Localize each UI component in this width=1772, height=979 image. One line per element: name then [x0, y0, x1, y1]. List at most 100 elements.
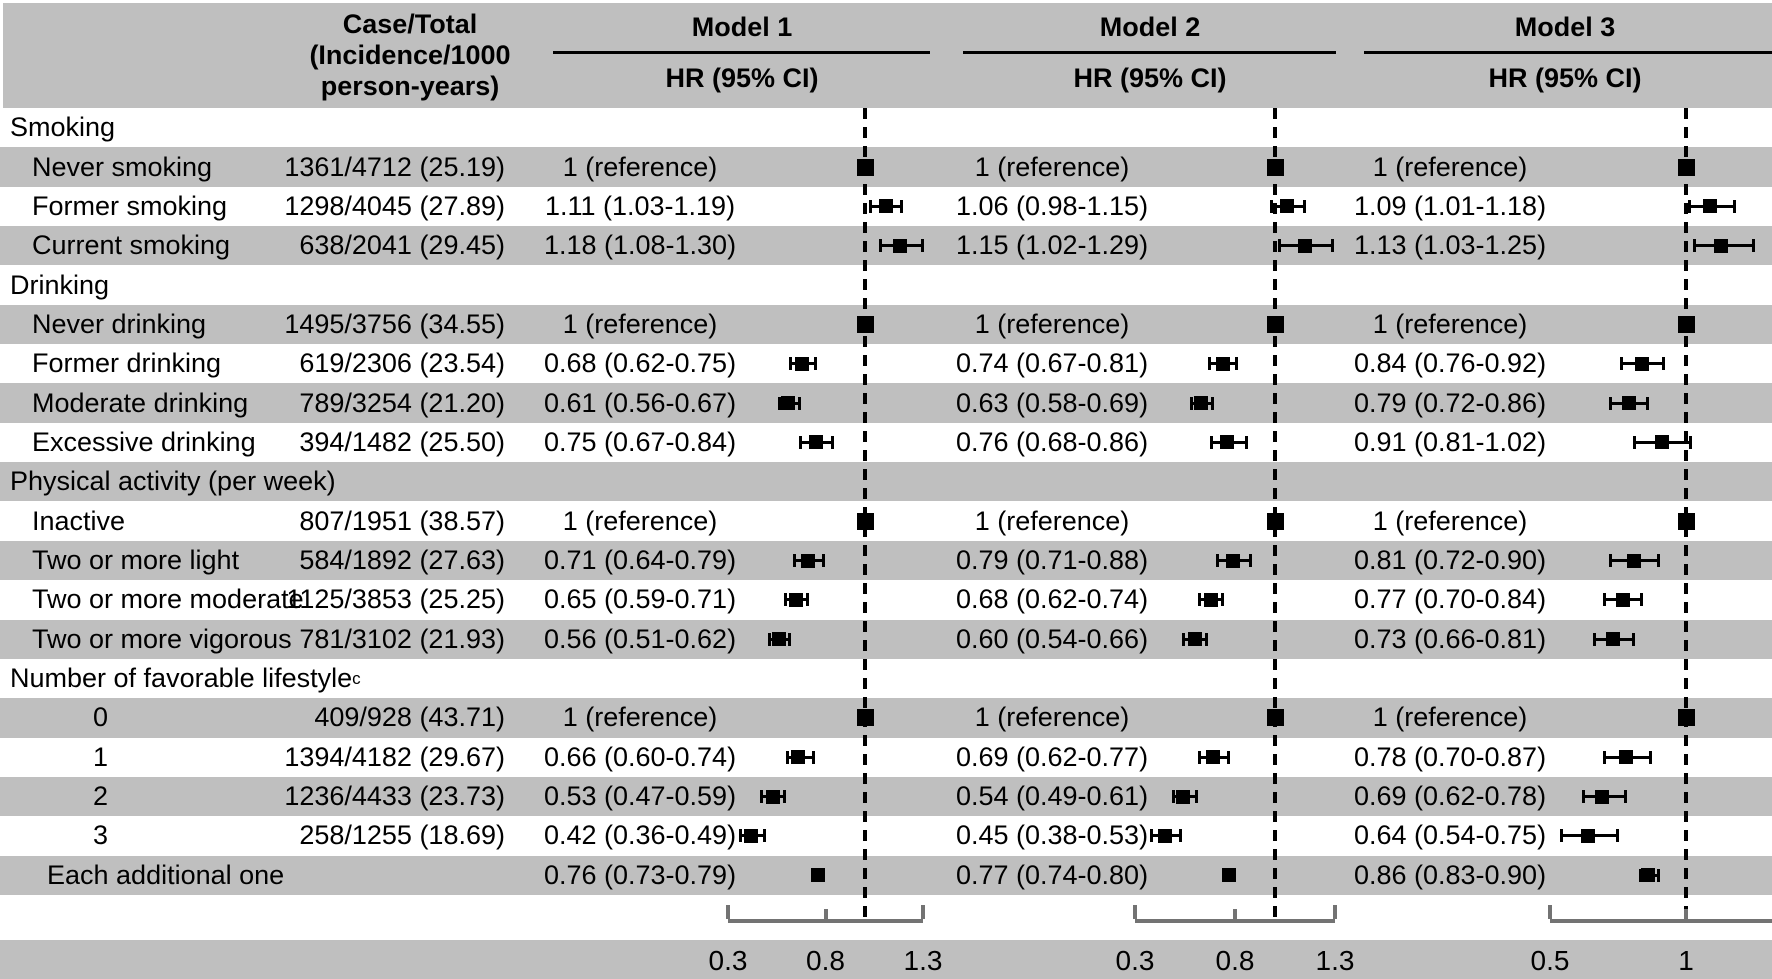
table-row: Inactive 807/1951 (38.57) 1 (reference) 1 (…	[0, 501, 1772, 541]
axis-tick	[1133, 905, 1137, 919]
axis-tick	[1233, 909, 1237, 919]
hr-ci-text: 0.64 (0.54-0.75)	[1353, 820, 1547, 851]
ci-cap-left	[1172, 790, 1175, 804]
ci-cap-right	[1331, 239, 1334, 253]
model-header-measure: HR (95% CI)	[1073, 63, 1227, 93]
row-label: Never smoking	[32, 151, 213, 182]
ci-cap-right	[1640, 593, 1644, 607]
axis-label-band	[0, 940, 1772, 979]
case-total-value: 394/1482 (25.50)	[299, 426, 505, 457]
ci-cap-right	[798, 396, 802, 410]
reference-dashed-line	[862, 108, 867, 922]
hr-ci-text: 1.15 (1.02-1.29)	[955, 230, 1149, 261]
ci-cap-left	[1270, 199, 1273, 213]
ci-cap-right	[1227, 750, 1230, 764]
point-estimate-marker	[878, 199, 893, 214]
hr-ci-text: 0.78 (0.70-0.87)	[1353, 741, 1547, 772]
axis-bracket-line	[1550, 919, 1772, 923]
ci-cap-right	[782, 790, 786, 804]
case-total-header-line3: person-years)	[320, 71, 500, 101]
ci-cap-left	[785, 750, 789, 764]
ci-cap-right	[813, 357, 817, 371]
point-estimate-marker	[1158, 828, 1172, 843]
case-total-header-line1: Case/Total	[342, 9, 478, 39]
axis-bracket-line	[1135, 919, 1335, 923]
case-total-value: 781/3102 (21.93)	[299, 623, 505, 654]
table-row: Each additional one 0.76 (0.73-0.79) 0.77 …	[0, 855, 1772, 895]
model-header-rule	[963, 51, 1336, 54]
ci-cap-left	[1608, 554, 1612, 568]
ci-cap-left	[1638, 868, 1642, 882]
point-estimate-marker	[1216, 356, 1230, 371]
hr-ci-text: 0.54 (0.49-0.61)	[955, 781, 1149, 812]
hr-ci-text: 1 (reference)	[974, 505, 1130, 536]
ci-cap-left	[799, 435, 803, 449]
hr-ci-text: 0.86 (0.83-0.90)	[1353, 859, 1547, 890]
ci-cap-left	[1182, 632, 1185, 646]
hr-ci-text: 0.53 (0.47-0.59)	[543, 781, 737, 812]
case-total-value: 638/2041 (29.45)	[299, 230, 505, 261]
row-label: Two or more vigorous	[32, 623, 292, 654]
case-total-value: 584/1892 (27.63)	[299, 545, 505, 576]
ci-cap-left	[1216, 554, 1219, 568]
ci-cap-right	[1616, 829, 1619, 843]
hr-ci-text: 0.69 (0.62-0.77)	[955, 741, 1149, 772]
point-estimate-marker	[800, 553, 815, 568]
point-estimate-marker	[1280, 199, 1294, 214]
case-total-value: 409/928 (43.71)	[314, 702, 505, 733]
model-header-measure: HR (95% CI)	[665, 63, 819, 93]
hr-ci-text: 1 (reference)	[1372, 151, 1528, 182]
hr-ci-text: 0.69 (0.62-0.78)	[1353, 781, 1547, 812]
axis-tick	[1333, 905, 1337, 919]
axis-tick	[921, 905, 925, 919]
point-estimate-marker	[1627, 553, 1642, 568]
hr-ci-text: 1 (reference)	[562, 308, 718, 339]
ci-cap-right	[1645, 396, 1649, 410]
ci-cap-left	[1190, 396, 1193, 410]
hr-ci-text: 0.76 (0.68-0.86)	[955, 426, 1149, 457]
ci-cap-right	[831, 435, 835, 449]
model-header-measure: HR (95% CI)	[1488, 63, 1642, 93]
hr-ci-text: 0.77 (0.74-0.80)	[955, 859, 1149, 890]
ci-cap-right	[763, 829, 767, 843]
case-total-value: 1495/3756 (34.55)	[284, 308, 505, 339]
point-estimate-marker	[1206, 750, 1220, 765]
ci-cap-left	[1603, 593, 1607, 607]
reference-dashed-line	[1684, 108, 1688, 922]
point-estimate-marker	[781, 396, 796, 411]
point-estimate-marker	[795, 356, 810, 371]
axis-tick	[1548, 905, 1552, 919]
case-total-value: 619/2306 (23.54)	[299, 348, 505, 379]
hr-ci-text: 1 (reference)	[1372, 308, 1528, 339]
hr-ci-text: 1 (reference)	[562, 505, 718, 536]
hr-ci-text: 1.11 (1.03-1.19)	[544, 190, 736, 221]
reference-dashed-line	[1273, 108, 1277, 922]
point-estimate-marker	[771, 632, 786, 647]
table-row: Never smoking 1361/4712 (25.19) 1 (referen…	[0, 147, 1772, 187]
axis-tick-label: 1.3	[903, 945, 943, 976]
row-label: 3	[93, 820, 109, 851]
ci-cap-left	[1633, 435, 1637, 449]
row-label: Never drinking	[32, 308, 207, 339]
section-label: Number of favorable lifestyle c	[10, 663, 361, 694]
ci-cap-right	[805, 593, 809, 607]
case-total-header: Case/Total (Incidence/1000 person-years)	[255, 9, 565, 102]
ci-cap-left	[1603, 750, 1607, 764]
ci-cap-left	[738, 829, 742, 843]
point-estimate-marker	[1619, 750, 1634, 765]
section-label: Smoking	[10, 112, 116, 143]
table-row: Two or more light 584/1892 (27.63) 0.71 (0…	[0, 540, 1772, 581]
hr-ci-text: 0.75 (0.67-0.84)	[543, 426, 737, 457]
model-header-title: Model 3	[1514, 12, 1616, 42]
point-estimate-marker	[1188, 632, 1202, 647]
hr-ci-text: 0.79 (0.72-0.86)	[1353, 387, 1547, 418]
ci-cap-left	[1581, 790, 1585, 804]
ci-cap-right	[1648, 750, 1652, 764]
ci-cap-left	[793, 554, 797, 568]
ci-cap-right	[1656, 868, 1660, 882]
ci-cap-left	[1559, 829, 1563, 843]
section-label: Physical activity (per week)	[10, 466, 336, 497]
hr-ci-text: 0.68 (0.62-0.74)	[955, 584, 1149, 615]
table-row: 1 1394/4182 (29.67) 0.66 (0.60-0.74) 0.69 (…	[0, 737, 1772, 777]
